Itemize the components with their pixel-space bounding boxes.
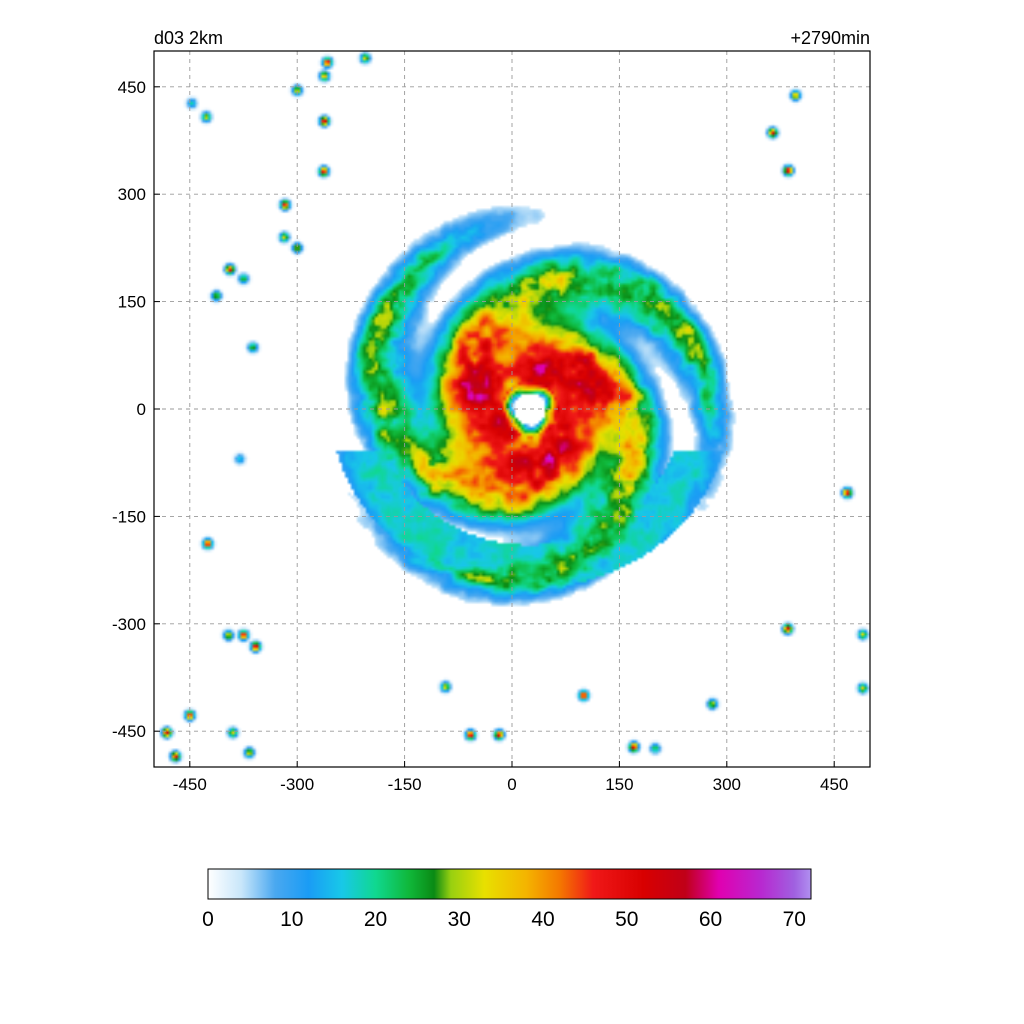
colorbar-tick-label: 10 bbox=[280, 908, 303, 931]
colorbar-tick-label: 70 bbox=[783, 908, 806, 931]
x-tick-label: 450 bbox=[820, 775, 848, 794]
colorbar-tick-label: 0 bbox=[202, 908, 214, 931]
y-tick-label: -450 bbox=[112, 722, 146, 741]
colorbar-gradient bbox=[207, 868, 812, 900]
reflectivity-field bbox=[154, 51, 870, 767]
y-tick-label: 450 bbox=[118, 78, 146, 97]
y-axis-ticks: 450 300 150 0 -150 -300 -450 bbox=[112, 78, 160, 741]
colorbar-tick-label: 50 bbox=[615, 908, 638, 931]
domain-label: d03 2km bbox=[154, 28, 223, 48]
x-tick-label: -150 bbox=[388, 775, 422, 794]
colorbar-tick-label: 20 bbox=[364, 908, 387, 931]
x-tick-label: 0 bbox=[507, 775, 516, 794]
y-tick-label: 300 bbox=[118, 185, 146, 204]
y-tick-label: -300 bbox=[112, 615, 146, 634]
colorbar-ticks: 0 10 20 30 40 50 60 70 bbox=[202, 908, 806, 931]
x-tick-label: 300 bbox=[713, 775, 741, 794]
x-axis-ticks: -450 -300 -150 0 150 300 450 bbox=[173, 761, 848, 794]
x-tick-label: 150 bbox=[605, 775, 633, 794]
reflectivity-raster bbox=[154, 51, 870, 767]
forecast-time-label: +2790min bbox=[790, 28, 870, 48]
colorbar: 0 10 20 30 40 50 60 70 bbox=[202, 868, 812, 931]
y-tick-label: -150 bbox=[112, 507, 146, 526]
y-tick-label: 0 bbox=[137, 400, 146, 419]
colorbar-tick-label: 30 bbox=[448, 908, 471, 931]
y-tick-label: 150 bbox=[118, 293, 146, 312]
x-tick-label: -300 bbox=[280, 775, 314, 794]
x-tick-label: -450 bbox=[173, 775, 207, 794]
colorbar-tick-label: 40 bbox=[531, 908, 554, 931]
colorbar-tick-label: 60 bbox=[699, 908, 722, 931]
